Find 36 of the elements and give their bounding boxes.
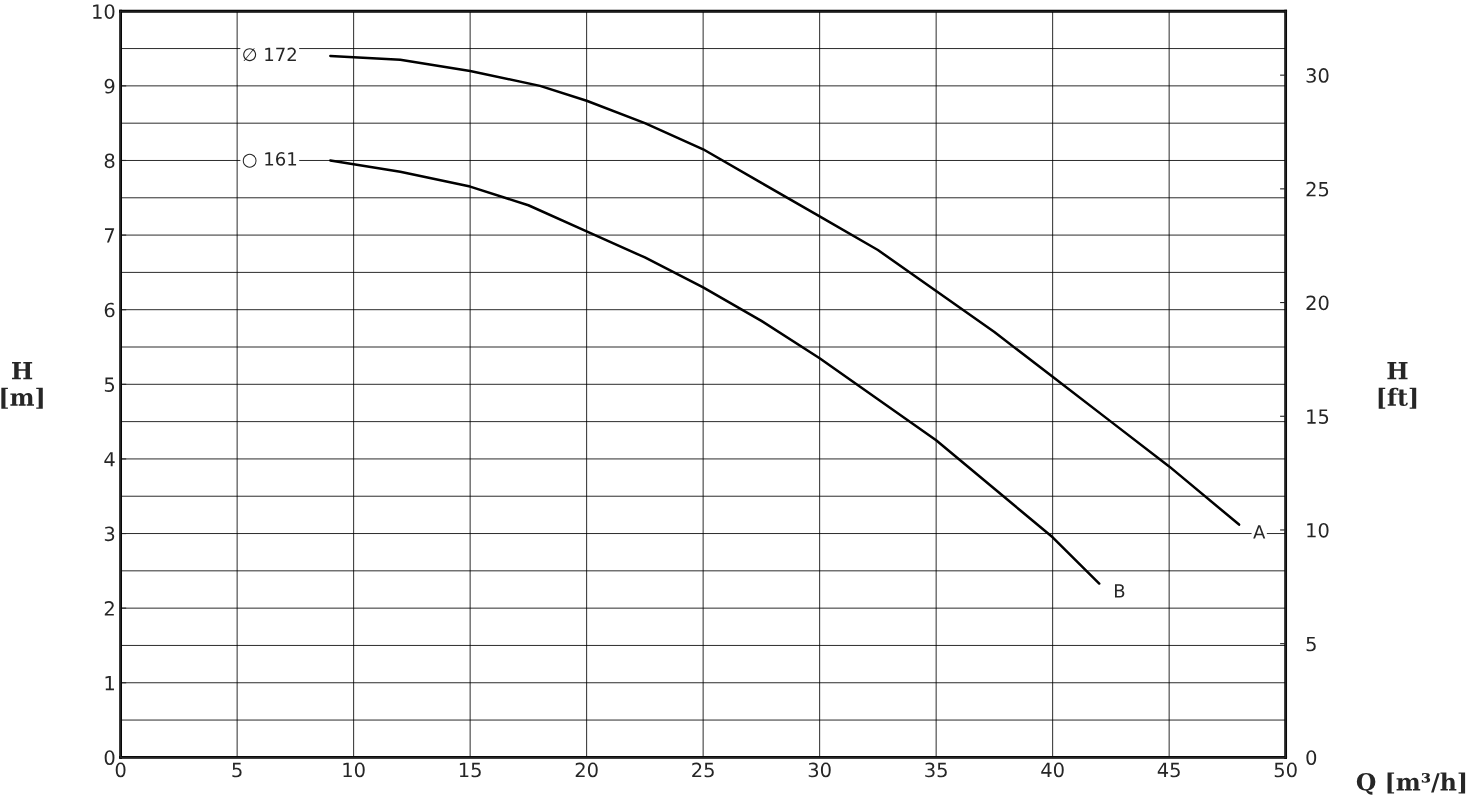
y2-tick-label: 20 [1306,295,1329,311]
series-label: B [1115,584,1125,598]
series-label: A [1253,525,1266,539]
x-tick-label: 5 [232,762,242,778]
y-tick-label: 10 [93,4,115,19]
y-tick-label: 9 [104,78,115,94]
y-axis-title: H [m] [1,362,43,409]
y-tick-label: 6 [104,302,115,318]
y2-tick-label: 30 [1306,68,1329,83]
y-tick-label: 0 [104,750,115,766]
annotation: ∅ 172 [243,47,296,62]
y-tick-label: 3 [104,526,115,542]
x-tick-label: 15 [459,762,481,778]
y-tick-label: 5 [104,377,115,392]
y-tick-label: 2 [104,601,114,616]
y2-tick-label: 0 [1306,750,1317,766]
x-tick-label: 30 [808,762,831,778]
y-tick-label: 4 [104,452,115,467]
annotation: ○ 161 [242,152,297,168]
x-tick-label: 50 [1274,762,1297,778]
x-tick-label: 10 [343,762,365,778]
y2-tick-label: 15 [1307,409,1329,424]
x-tick-label: 45 [1157,762,1180,778]
x-tick-label: 35 [925,762,947,778]
x-axis-title: Q [m³/h] [1356,772,1466,795]
y-tick-label: 1 [105,675,114,691]
y-tick-label: 8 [104,153,115,169]
x-tick-label: 40 [1041,762,1064,778]
y2-tick-label: 5 [1306,636,1316,652]
x-tick-label: 0 [115,762,126,778]
y2-axis-title: H [ft] [1378,362,1417,409]
x-tick-label: 25 [692,762,714,778]
y2-tick-label: 25 [1306,181,1329,197]
y2-tick-label: 10 [1307,522,1329,538]
y-tick-label: 7 [104,228,115,243]
x-tick-label: 20 [575,762,598,778]
